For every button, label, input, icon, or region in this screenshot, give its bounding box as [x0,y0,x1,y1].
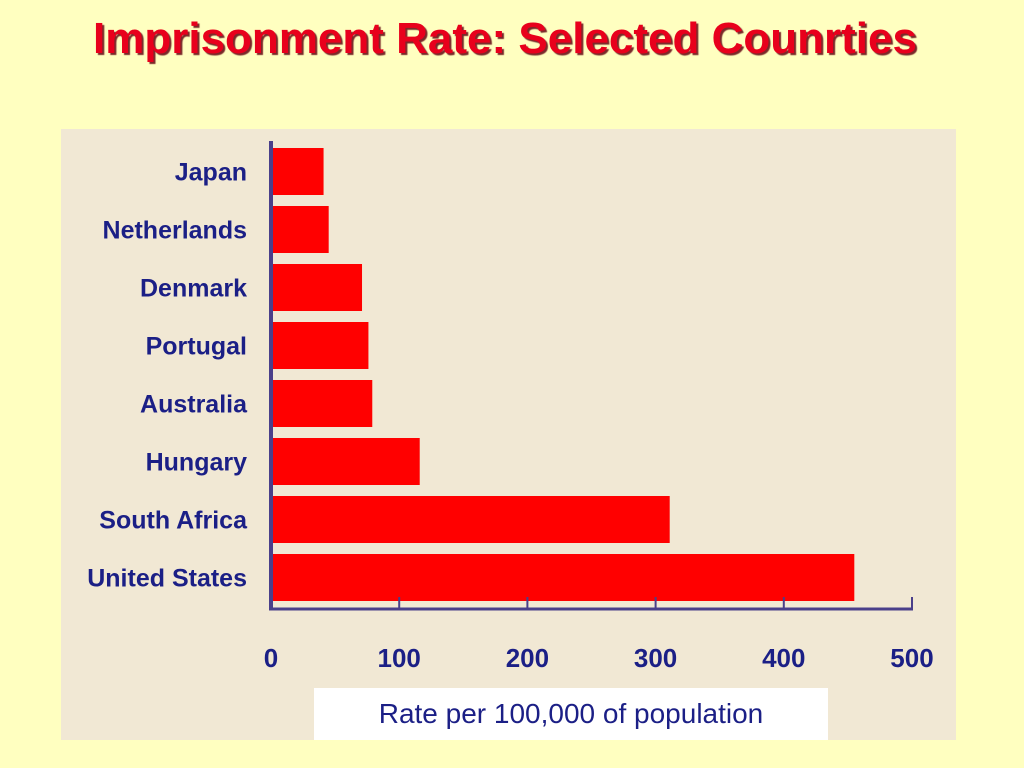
category-label-denmark: Denmark [140,275,247,303]
x-tick-label-100: 100 [378,643,421,673]
category-label-hungary: Hungary [146,449,248,477]
x-axis-label-box: Rate per 100,000 of population [314,688,828,740]
x-tick-label-200: 200 [506,643,549,673]
bar-hungary [273,438,420,485]
bar-netherlands [273,206,329,253]
bar-denmark [273,264,363,311]
bar-south-africa [273,496,670,543]
bar-united-states [273,554,855,601]
bar-chart: Japan Netherlands Denmark Portugal Australia… [87,141,934,673]
bar-australia [273,380,373,427]
x-tick-label-0: 0 [264,643,278,673]
category-label-south-africa: South Africa [99,507,248,535]
category-label-portugal: Portugal [146,333,247,361]
x-axis-label: Rate per 100,000 of population [378,698,764,729]
chart-panel: Japan Netherlands Denmark Portugal Australia… [61,129,956,740]
slide-title: Imprisonment Rate: Selected Counrties [93,14,917,63]
x-tick-label-300: 300 [634,643,677,673]
x-tick-label-400: 400 [762,643,805,673]
category-label-netherlands: Netherlands [103,217,247,245]
category-label-australia: Australia [140,391,248,419]
x-tick-label-500: 500 [890,643,933,673]
category-label-japan: Japan [175,159,247,187]
category-label-united-states: United States [87,565,247,593]
bar-portugal [273,322,369,369]
bar-japan [273,148,324,195]
